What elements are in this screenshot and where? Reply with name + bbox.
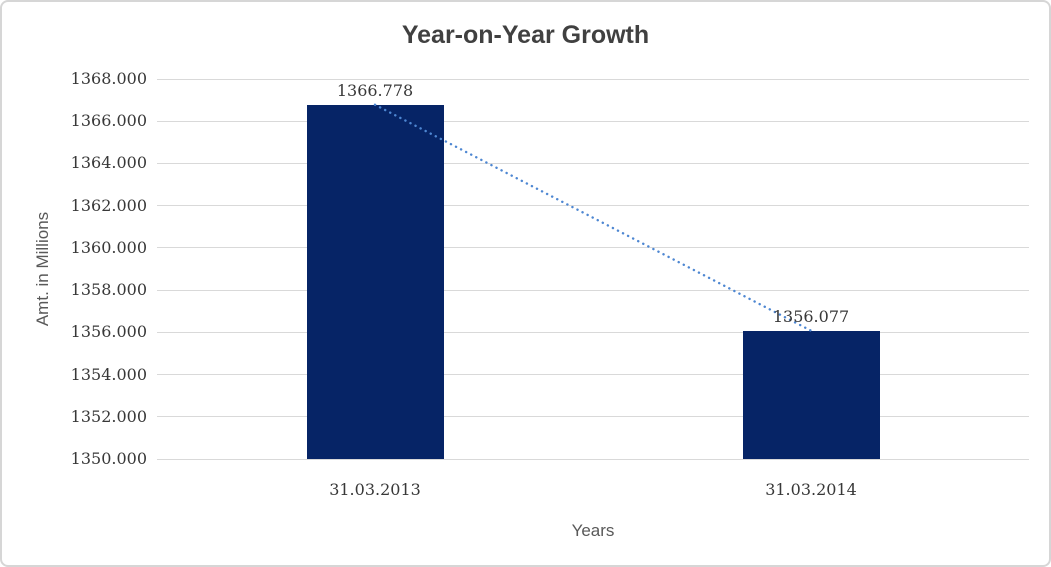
bar-data-label: 1356.077	[772, 306, 850, 326]
x-axis-title: Years	[571, 521, 615, 540]
gridline	[157, 289, 1029, 291]
bar	[742, 330, 880, 459]
y-axis-title: Amt. in Millions	[33, 211, 52, 327]
y-tick-label: 1354.000	[70, 364, 147, 384]
y-tick-label: 1360.000	[70, 237, 147, 257]
y-tick-label: 1356.000	[70, 322, 147, 342]
y-tick-label: 1352.000	[70, 406, 147, 426]
gridline	[157, 162, 1029, 164]
gridline	[157, 205, 1029, 207]
gridline	[157, 247, 1029, 249]
bar-data-label: 1366.778	[336, 80, 414, 100]
gridline	[157, 458, 1029, 460]
chart-title: Year-on-Year Growth	[401, 21, 650, 49]
gridline	[157, 374, 1029, 376]
gridline	[157, 416, 1029, 418]
x-category-label: 31.03.2014	[765, 480, 857, 499]
bar	[306, 104, 444, 459]
y-tick-label: 1358.000	[70, 280, 147, 300]
gridline	[157, 120, 1029, 122]
y-tick-label: 1368.000	[70, 69, 147, 88]
x-category-label: 31.03.2013	[329, 480, 421, 499]
y-tick-label: 1364.000	[70, 153, 147, 173]
y-tick-label: 1362.000	[70, 195, 147, 215]
y-tick-label: 1350.000	[70, 449, 147, 468]
gridline	[157, 78, 1029, 80]
y-tick-label: 1366.000	[70, 111, 147, 131]
gridline	[157, 331, 1029, 333]
